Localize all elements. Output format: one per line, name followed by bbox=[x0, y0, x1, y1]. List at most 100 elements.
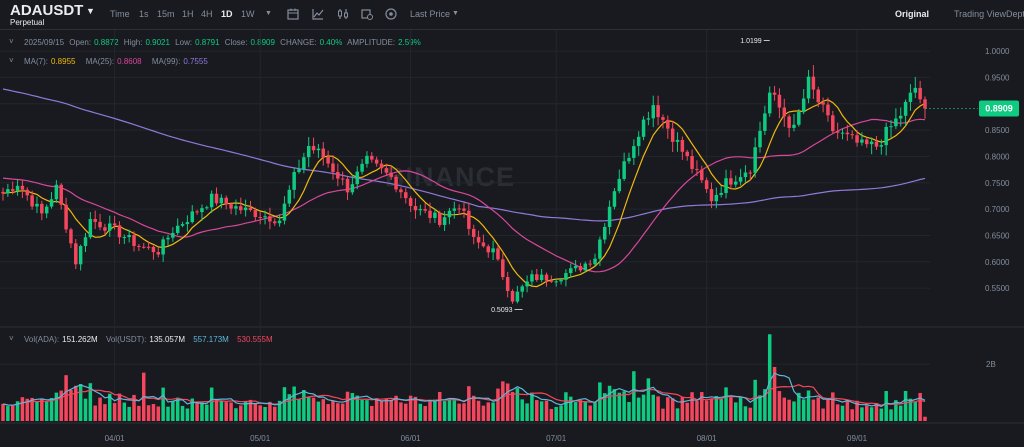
volume-bar bbox=[879, 408, 884, 421]
candle-body bbox=[569, 268, 573, 274]
amplitude-value: 2.59% bbox=[398, 38, 421, 47]
volume-bar bbox=[767, 334, 772, 421]
volume-ma-fast-line bbox=[2, 372, 926, 408]
price-tick-label: 0.8500 bbox=[985, 126, 1010, 135]
candle-body bbox=[772, 92, 777, 95]
ohlc-legend: 2025/09/15 Open: 0.8872 High: 0.9021 Low: 0… bbox=[24, 38, 424, 47]
volume-bar bbox=[544, 400, 549, 421]
visibility-icon[interactable] bbox=[384, 7, 398, 21]
candle-body bbox=[78, 246, 83, 265]
candle-body bbox=[321, 148, 326, 158]
volume-bar bbox=[840, 405, 845, 421]
candle-body bbox=[190, 211, 194, 223]
candle-body bbox=[593, 258, 597, 265]
volume-bar bbox=[239, 405, 243, 421]
candle-body bbox=[903, 101, 908, 116]
volume-bar bbox=[404, 403, 408, 421]
volume-bar bbox=[394, 395, 398, 421]
price-type-dropdown-icon[interactable]: ▼ bbox=[452, 10, 459, 17]
candle-body bbox=[326, 157, 330, 164]
timeframe-1h[interactable]: 1H bbox=[182, 9, 194, 19]
candle-body bbox=[462, 208, 466, 211]
candle-body bbox=[171, 232, 175, 238]
candle-body bbox=[646, 118, 651, 120]
view-tradingview-tab[interactable]: Trading View bbox=[954, 9, 1007, 19]
timeframe-time[interactable]: Time bbox=[110, 9, 130, 19]
candle-body bbox=[6, 189, 10, 194]
timeframe-1w[interactable]: 1W bbox=[241, 9, 255, 19]
price-tick-label: 0.8000 bbox=[985, 152, 1010, 161]
calendar-icon[interactable] bbox=[286, 7, 300, 21]
volume-bar bbox=[661, 408, 665, 421]
candle-body bbox=[486, 246, 491, 253]
volume-tick-label: 2B bbox=[986, 360, 996, 369]
candle-body bbox=[884, 126, 888, 146]
volume-bar bbox=[214, 400, 219, 421]
volume-bar bbox=[719, 399, 723, 421]
candle-body bbox=[680, 139, 685, 152]
volume-bar bbox=[171, 401, 175, 421]
volume-bar bbox=[122, 402, 127, 421]
volume-bar bbox=[98, 397, 102, 421]
indicator-icon[interactable] bbox=[311, 7, 325, 21]
price-tick-label: 1.0000 bbox=[985, 47, 1010, 56]
collapse-ma-icon[interactable]: ˅ bbox=[9, 56, 14, 65]
candle-body bbox=[93, 218, 97, 222]
view-depth-tab[interactable]: Depth bbox=[1006, 9, 1024, 19]
candle-body bbox=[792, 124, 796, 128]
symbol-title[interactable]: ADAUSDT bbox=[10, 2, 84, 19]
collapse-volume-icon[interactable]: ˅ bbox=[9, 334, 14, 343]
volume-bar bbox=[520, 399, 524, 421]
candle-body bbox=[806, 76, 811, 99]
volume-bar bbox=[505, 383, 510, 421]
volume-bar bbox=[850, 409, 854, 421]
candle-body bbox=[146, 246, 151, 248]
candle-body bbox=[573, 265, 578, 269]
candle-body bbox=[612, 191, 617, 207]
candle-body bbox=[719, 192, 723, 195]
symbol-dropdown-icon[interactable]: ▼ bbox=[86, 6, 95, 16]
chart-settings-icon[interactable] bbox=[336, 7, 350, 21]
ma99-value: 0.7555 bbox=[183, 57, 208, 66]
drawing-tools-icon[interactable] bbox=[360, 7, 374, 21]
volume-bar bbox=[884, 391, 888, 421]
volume-bar bbox=[83, 398, 88, 421]
candle-body bbox=[268, 216, 272, 222]
volume-bar bbox=[801, 399, 806, 421]
candle-body bbox=[544, 274, 549, 281]
timeframe-1s[interactable]: 1s bbox=[139, 9, 149, 19]
candle-body bbox=[345, 178, 350, 193]
volume-bar bbox=[753, 379, 757, 421]
candle-body bbox=[840, 132, 845, 134]
volume-bar bbox=[627, 401, 631, 421]
collapse-ohlc-icon[interactable]: ˅ bbox=[9, 37, 14, 46]
candle-body bbox=[413, 205, 418, 211]
date-tick-label: 05/01 bbox=[250, 434, 271, 443]
volume-bar bbox=[428, 399, 432, 421]
timeframe-15m[interactable]: 15m bbox=[157, 9, 175, 19]
view-original-tab[interactable]: Original bbox=[895, 9, 930, 19]
candle-body bbox=[185, 222, 190, 225]
volume-bar bbox=[195, 402, 199, 421]
candle-body bbox=[821, 102, 825, 105]
volume-bar bbox=[593, 402, 597, 421]
volume-bar bbox=[860, 407, 864, 421]
candle-body bbox=[845, 132, 850, 135]
candle-body bbox=[205, 207, 209, 209]
candle-body bbox=[831, 115, 835, 132]
price-type-select[interactable]: Last Price bbox=[410, 9, 451, 19]
volume-bar bbox=[729, 397, 733, 421]
timeframe-1d[interactable]: 1D bbox=[221, 9, 233, 19]
volume-bar bbox=[806, 390, 811, 421]
price-tick-label: 0.6000 bbox=[985, 258, 1010, 267]
volume-bar bbox=[894, 400, 898, 421]
volume-bar bbox=[117, 393, 122, 421]
timeframe-4h[interactable]: 4H bbox=[201, 9, 213, 19]
more-timeframes-icon[interactable]: ▼ bbox=[265, 10, 272, 17]
candle-body bbox=[253, 210, 258, 218]
volume-bar bbox=[763, 389, 767, 421]
volume-bar bbox=[370, 405, 374, 421]
candle-body bbox=[394, 176, 398, 190]
volume-bar bbox=[389, 399, 393, 421]
